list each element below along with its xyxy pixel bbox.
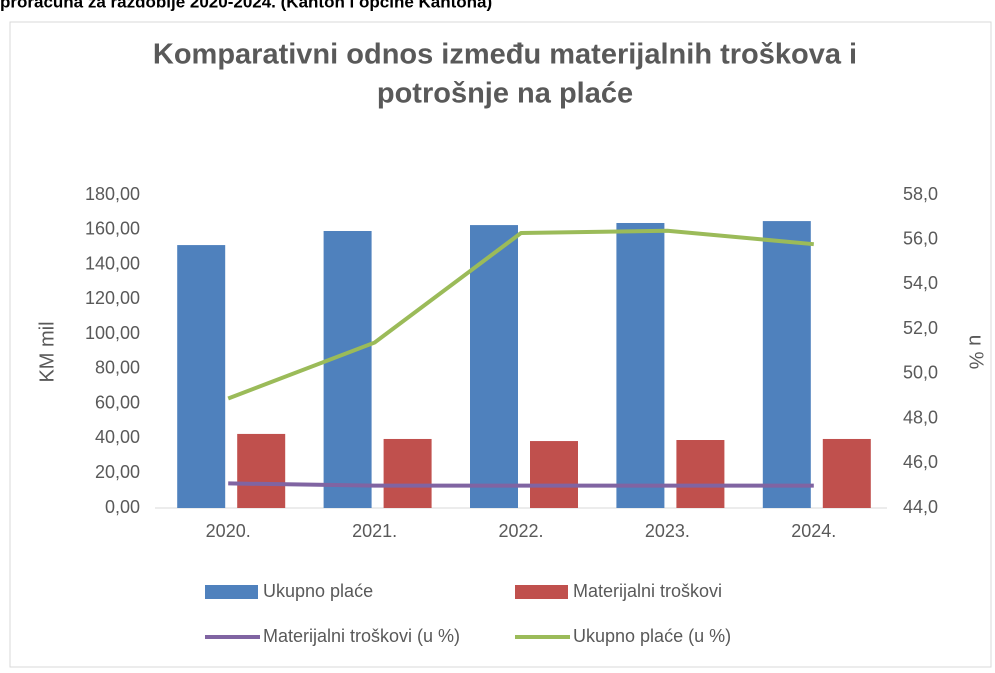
line-series <box>227 228 814 401</box>
y2-tick-label: 58,0 <box>903 184 938 204</box>
y2-tick-label: 54,0 <box>903 273 938 293</box>
bar <box>676 440 725 508</box>
y2-tick-label: 44,0 <box>903 497 938 517</box>
chart-title: potrošnje na plaće <box>377 78 633 110</box>
chart-title: Komparativni odnos između materijalnih t… <box>153 39 857 71</box>
legend-label: Materijalni troškovi <box>573 581 722 601</box>
x-tick-label: 2021. <box>352 521 397 541</box>
y-tick-label: 40,00 <box>95 427 140 447</box>
bar <box>470 225 518 509</box>
y2-tick-label: 46,0 <box>903 452 938 472</box>
line-series <box>228 481 814 488</box>
bar <box>177 245 226 508</box>
bar <box>530 441 578 508</box>
legend-label: Ukupno plaće (u %) <box>573 626 731 646</box>
legend-swatch <box>515 585 568 599</box>
page-header: proračuna za razdoblje 2020-2024. (Kanto… <box>0 0 492 11</box>
y-tick-label: 140,00 <box>85 253 140 273</box>
y-tick-label: 160,00 <box>85 219 140 239</box>
bar <box>616 222 665 509</box>
y-axis-label: KM mil <box>36 321 58 382</box>
y-tick-label: 100,00 <box>85 323 140 343</box>
y-tick-label: 0,00 <box>105 497 140 517</box>
y-tick-label: 20,00 <box>95 462 140 482</box>
legend-label: Ukupno plaće <box>263 581 373 601</box>
y2-tick-label: 50,0 <box>903 363 938 383</box>
x-tick-label: 2023. <box>645 521 690 541</box>
y-tick-label: 180,00 <box>85 184 140 204</box>
y-tick-label: 60,00 <box>95 392 140 412</box>
x-tick-label: 2020. <box>206 521 251 541</box>
y2-tick-label: 48,0 <box>903 407 938 427</box>
x-tick-label: 2022. <box>498 521 543 541</box>
legend-swatch <box>205 585 258 599</box>
y2-axis-label: u % <box>965 335 987 370</box>
bar <box>383 438 432 508</box>
bar <box>237 433 286 508</box>
y2-tick-label: 56,0 <box>903 228 938 248</box>
bar <box>822 438 871 508</box>
y-tick-label: 120,00 <box>85 288 140 308</box>
y2-tick-label: 52,0 <box>903 318 938 338</box>
bar <box>323 230 372 508</box>
y-tick-label: 80,00 <box>95 358 140 378</box>
x-tick-label: 2024. <box>791 521 836 541</box>
bar <box>762 221 811 509</box>
legend-label: Materijalni troškovi (u %) <box>263 626 460 646</box>
